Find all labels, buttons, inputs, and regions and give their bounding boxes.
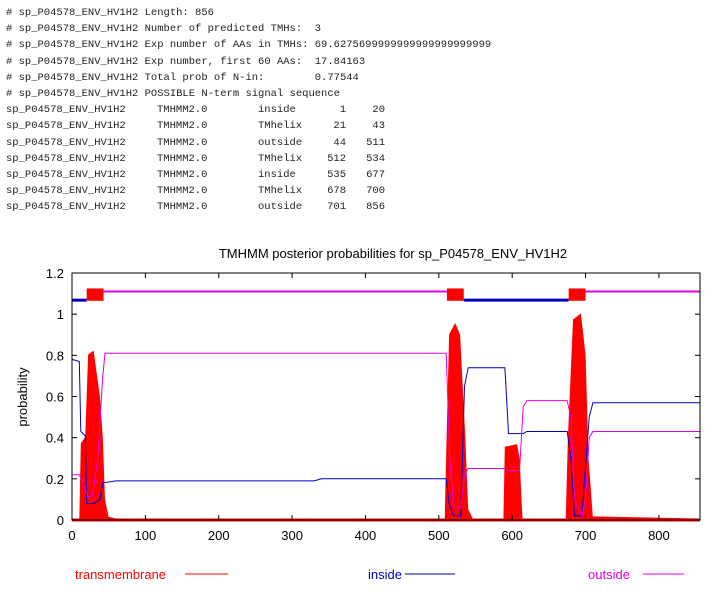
header-line: # sp_P04578_ENV_HV1H2 Length: 856 — [6, 7, 214, 19]
topology-method: TMHMM2.0 — [157, 136, 208, 149]
header-line: # sp_P04578_ENV_HV1H2 Exp number of AAs … — [6, 39, 492, 52]
legend-outside-label: outside — [588, 567, 630, 582]
topology-type: TMhelix — [258, 185, 303, 198]
plot-frame — [71, 272, 701, 521]
topology-type: TMhelix — [258, 120, 303, 133]
y-tick-label: 0.6 — [46, 390, 64, 405]
y-tick-label: 0.2 — [46, 472, 64, 487]
topology-method: TMHMM2.0 — [157, 152, 208, 165]
topology-method: TMHMM2.0 — [157, 201, 208, 214]
topology-type: inside — [258, 168, 296, 181]
series-transmembrane-area — [72, 313, 701, 522]
topology-method: TMHMM2.0 — [157, 120, 208, 133]
header-line: # sp_P04578_ENV_HV1H2 Total prob of N-in… — [6, 71, 359, 84]
x-tick-label: 600 — [501, 528, 523, 543]
topology-name: sp_P04578_ENV_HV1H2 — [6, 201, 126, 214]
topology-name: sp_P04578_ENV_HV1H2 — [6, 185, 126, 198]
x-tick-label: 200 — [208, 528, 230, 543]
topology-name: sp_P04578_ENV_HV1H2 — [6, 168, 126, 181]
topology-end: 43 — [372, 120, 385, 133]
legend-inside-label: inside — [368, 567, 402, 582]
chart-title: TMHMM posterior probabilities for sp_P04… — [219, 246, 567, 261]
y-tick-label: 1 — [57, 307, 64, 322]
topology-start: 535 — [327, 168, 346, 181]
topology-end: 511 — [366, 136, 385, 149]
topology-end: 20 — [372, 104, 385, 117]
topology-type: outside — [258, 136, 303, 149]
series-inside-line — [71, 358, 700, 517]
topology-start: 512 — [327, 152, 346, 165]
x-tick-label: 700 — [575, 528, 597, 543]
topology-end: 700 — [366, 185, 385, 198]
topology-name: sp_P04578_ENV_HV1H2 — [6, 104, 126, 117]
topology-helix-mark — [568, 288, 586, 301]
topology-row: sp_P04578_ENV_HV1H2 TMHMM2.0 TMhelix 678 700 — [6, 183, 491, 199]
x-tick-label: 300 — [281, 528, 303, 543]
x-tick-label: 100 — [135, 528, 157, 543]
topology-row: sp_P04578_ENV_HV1H2 TMHMM2.0 outside 44 511 — [6, 135, 491, 151]
y-tick-label: 0.8 — [46, 348, 64, 363]
y-axis-label: probability — [15, 367, 30, 427]
header-line: # sp_P04578_ENV_HV1H2 POSSIBLE N-term si… — [6, 87, 340, 100]
topology-row: sp_P04578_ENV_HV1H2 TMHMM2.0 outside 701 856 — [6, 199, 491, 215]
topology-row: sp_P04578_ENV_HV1H2 TMHMM2.0 inside 535 677 — [6, 167, 491, 183]
topology-method: TMHMM2.0 — [157, 104, 208, 117]
x-tick-label: 500 — [428, 528, 450, 543]
topology-start: 1 — [339, 104, 346, 117]
y-tick-label: 1.2 — [46, 266, 64, 281]
x-tick-label: 0 — [68, 528, 75, 543]
topology-type: outside — [258, 201, 303, 214]
y-tick-label: 0 — [57, 513, 64, 528]
topology-row: sp_P04578_ENV_HV1H2 TMHMM2.0 inside 1 20 — [6, 102, 491, 118]
header-line: # sp_P04578_ENV_HV1H2 Exp number, first … — [6, 55, 366, 68]
topology-name: sp_P04578_ENV_HV1H2 — [6, 136, 126, 149]
topology-row: sp_P04578_ENV_HV1H2 TMHMM2.0 TMhelix 21 43 — [6, 118, 491, 134]
series-outside-line — [72, 352, 700, 518]
topology-start: 678 — [327, 185, 346, 198]
topology-name: sp_P04578_ENV_HV1H2 — [6, 120, 126, 133]
topology-helix-mark — [446, 288, 464, 301]
topology-end: 677 — [366, 168, 385, 181]
tmhmm-text-output: # sp_P04578_ENV_HV1H2 Length: 856 # sp_P0… — [6, 5, 491, 215]
topology-end: 856 — [366, 201, 385, 214]
topology-row: sp_P04578_ENV_HV1H2 TMHMM2.0 TMhelix 512 534 — [6, 151, 491, 167]
topology-start: 701 — [327, 201, 346, 214]
y-tick-label: 0.4 — [46, 431, 64, 446]
topology-start: 21 — [333, 120, 346, 133]
topology-method: TMHMM2.0 — [157, 185, 208, 198]
topology-type: inside — [258, 104, 296, 117]
x-tick-label: 400 — [355, 528, 377, 543]
legend-transmembrane-label: transmembrane — [75, 567, 166, 582]
topology-type: TMhelix — [258, 152, 303, 165]
topology-method: TMHMM2.0 — [157, 168, 208, 181]
topology-helix-mark — [86, 288, 104, 301]
header-line: # sp_P04578_ENV_HV1H2 Number of predicte… — [6, 23, 322, 36]
topology-start: 44 — [333, 136, 346, 149]
x-tick-label: 800 — [648, 528, 670, 543]
topology-end: 534 — [366, 152, 385, 165]
topology-name: sp_P04578_ENV_HV1H2 — [6, 152, 126, 165]
